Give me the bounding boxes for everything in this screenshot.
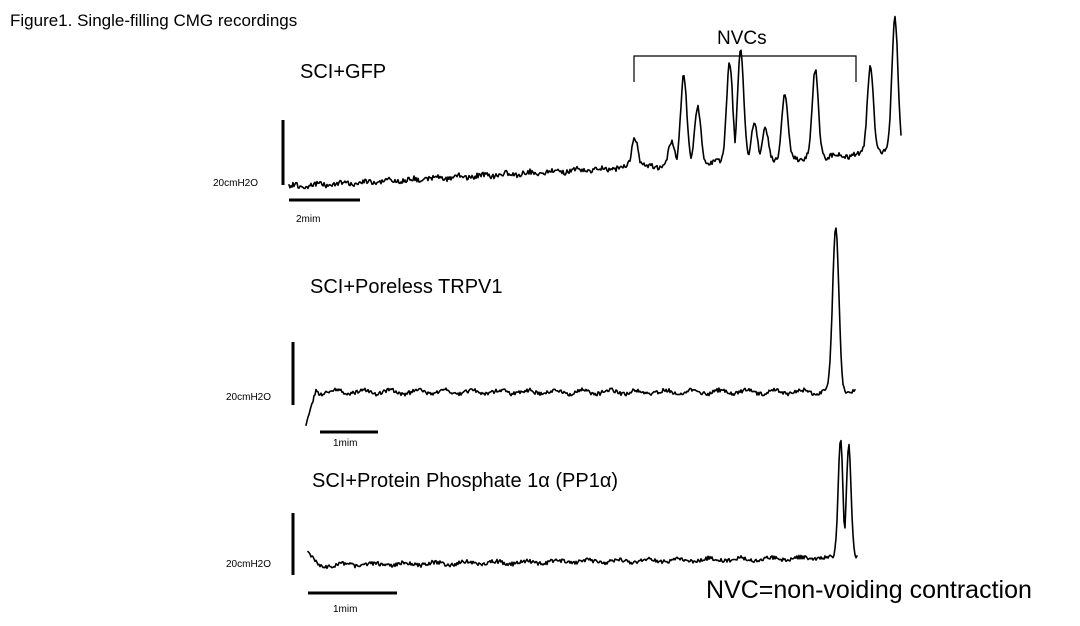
y-scale-label-trpv1: 20cmH2O xyxy=(226,392,271,403)
trace-gfp xyxy=(288,15,902,190)
trace-trpv1 xyxy=(305,227,856,426)
bracket-label-nvcs: NVCs xyxy=(717,28,767,49)
panel-gfp: SCI+GFP 20cmH2O 2mim NVCs xyxy=(213,15,902,225)
nvc-bracket xyxy=(633,55,857,82)
panel-title-trpv1: SCI+Poreless TRPV1 xyxy=(310,276,503,298)
figure-title: Figure1. Single-filling CMG recordings xyxy=(10,11,297,30)
x-scale-label-gfp: 2mim xyxy=(296,214,320,225)
footnote: NVC=non-voiding contraction xyxy=(706,576,1032,604)
panel-pp1a: SCI+Protein Phosphate 1α (PP1α) 20cmH2O … xyxy=(226,439,858,615)
panel-title-pp1a: SCI+Protein Phosphate 1α (PP1α) xyxy=(312,470,618,492)
panel-trpv1: SCI+Poreless TRPV1 20cmH2O 1mim xyxy=(226,227,856,449)
trace-pp1a xyxy=(307,439,858,570)
x-scale-label-pp1a: 1mim xyxy=(333,604,357,615)
x-scale-label-trpv1: 1mim xyxy=(333,438,357,449)
y-scale-label-gfp: 20cmH2O xyxy=(213,178,258,189)
panel-title-gfp: SCI+GFP xyxy=(300,61,386,83)
y-scale-label-pp1a: 20cmH2O xyxy=(226,559,271,570)
